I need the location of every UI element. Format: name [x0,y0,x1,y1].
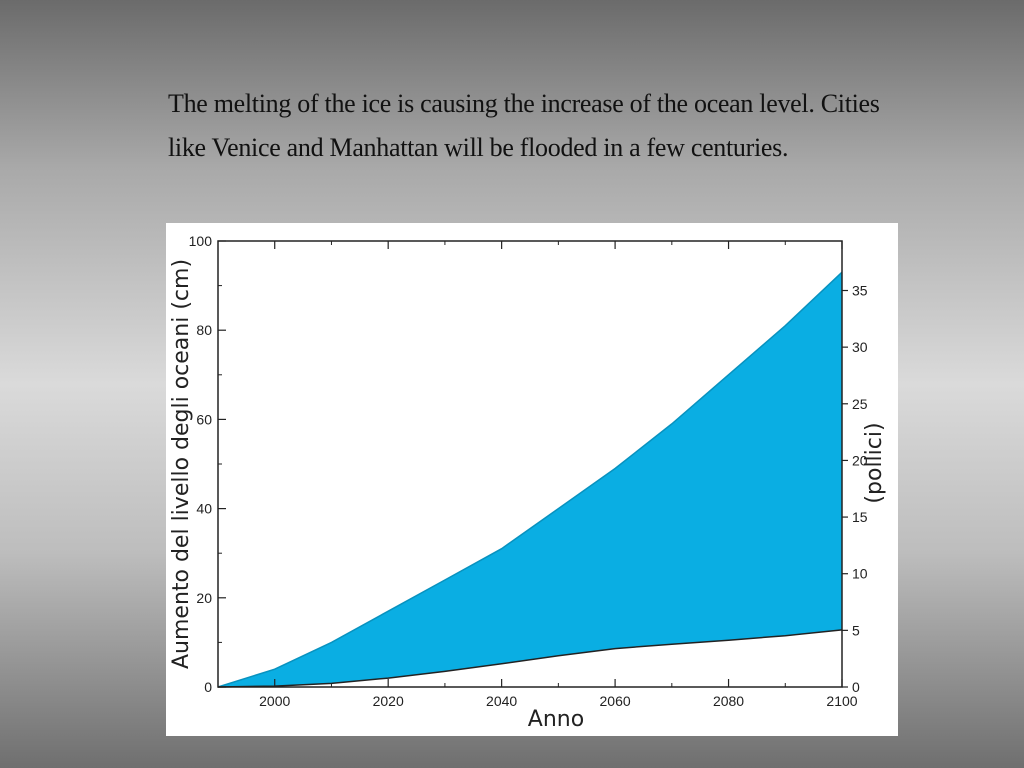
x-tick-label: 2020 [373,693,404,709]
y2-tick-label: 15 [852,509,868,525]
x-tick-label: 2060 [600,693,631,709]
y-tick-label: 60 [196,411,212,427]
y2-tick-label: 25 [852,396,868,412]
x-tick-label: 2100 [826,693,857,709]
caption-line-2: like Venice and Manhattan will be floode… [168,133,789,162]
y2-tick-label: 20 [852,452,868,468]
slide-caption: The melting of the ice is causing the in… [168,82,968,170]
y-tick-label: 0 [204,679,212,695]
x-tick-label: 2000 [259,693,290,709]
caption-line-1: The melting of the ice is causing the in… [168,89,880,118]
y2-axis-title: (pollici) [862,422,887,503]
x-axis-title: Anno [528,707,584,732]
y-tick-label: 100 [189,233,213,249]
upper-bound-line [217,271,843,688]
y2-tick-label: 10 [852,566,868,582]
sea-level-chart: 2000 2020 2040 2060 2080 21000204060801000510… [169,233,887,732]
chart-panel: 2000 2020 2040 2060 2080 2100 0 20 40 60 80 100 0 5 10… [166,223,898,736]
y-tick-label: 20 [196,590,212,606]
y-tick-label: 40 [196,501,212,517]
y2-tick-label: 5 [852,622,860,638]
y2-tick-label: 35 [852,283,868,299]
x-tick-label: 2080 [713,693,744,709]
y-tick-label: 80 [196,322,212,338]
y2-tick-label: 30 [852,339,868,355]
lower-bound-line [217,629,843,688]
y2-tick-label: 0 [852,679,860,695]
x-tick-label: 2040 [486,693,517,709]
y-axis-title: Aumento del livello degli oceani (cm) [169,259,194,669]
projection-band [218,272,842,687]
